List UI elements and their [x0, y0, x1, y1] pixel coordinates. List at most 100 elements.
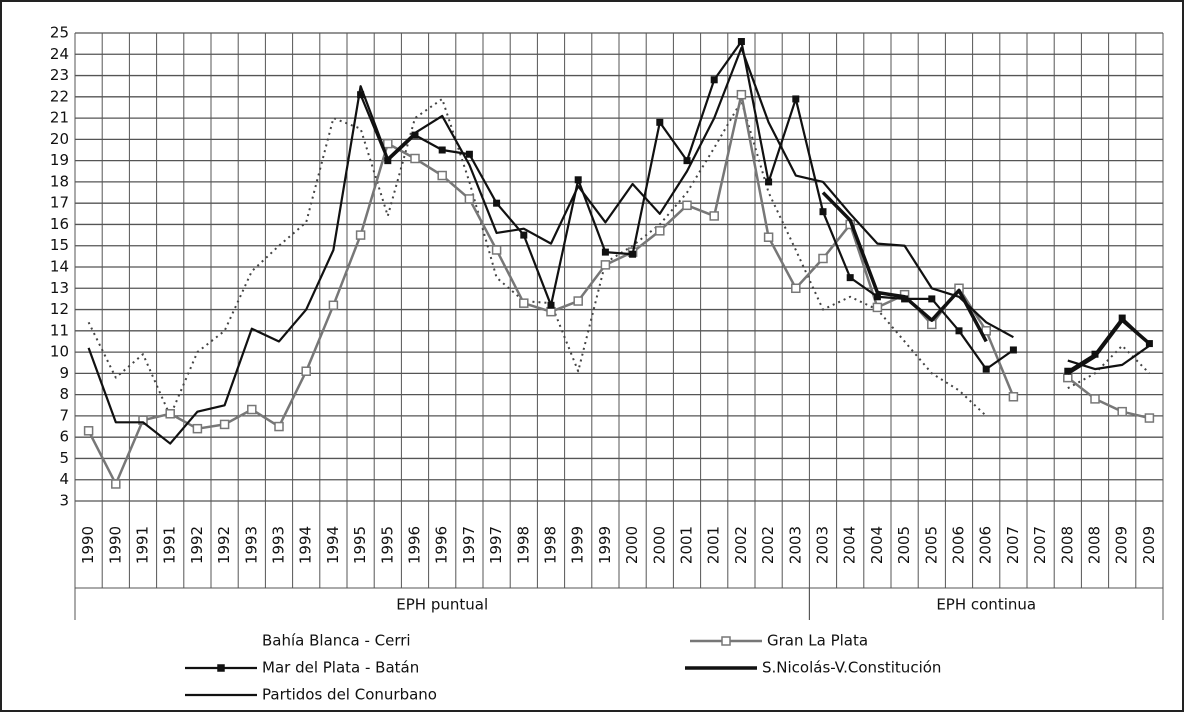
point-marker	[437, 170, 447, 181]
y-tick-label: 22	[50, 87, 69, 105]
y-tick-label: 16	[50, 215, 69, 233]
legend-label: Bahía Blanca - Cerri	[262, 632, 411, 650]
series-line	[87, 46, 1151, 445]
point-marker	[846, 274, 854, 282]
y-tick-label: 9	[59, 364, 69, 382]
x-tick-label: 2005	[895, 526, 913, 564]
y-tick-label: 21	[50, 109, 69, 127]
point-marker	[982, 365, 990, 373]
x-tick-label: 2000	[623, 526, 641, 564]
point-marker	[709, 211, 719, 221]
x-tick-label: 2005	[922, 526, 940, 564]
point-marker	[601, 248, 609, 256]
point-marker	[138, 415, 148, 425]
y-tick-label: 23	[50, 66, 69, 84]
x-tick-label: 2004	[868, 526, 886, 564]
point-marker	[465, 150, 473, 158]
x-tick-label: 1999	[596, 526, 614, 564]
point-marker	[1117, 406, 1127, 417]
point-marker	[710, 76, 718, 84]
point-marker	[955, 327, 963, 335]
x-tick-label: 2006	[950, 526, 968, 564]
point-marker	[682, 200, 692, 211]
point-marker	[819, 208, 827, 216]
x-tick-label: 2008	[1058, 526, 1076, 564]
point-marker	[873, 293, 881, 301]
point-marker	[1009, 346, 1017, 354]
point-marker	[165, 409, 175, 419]
y-tick-label: 18	[50, 172, 69, 190]
point-marker	[83, 426, 94, 436]
point-marker	[683, 157, 691, 165]
legend-marker	[721, 636, 731, 646]
y-tick-label: 7	[59, 406, 69, 424]
x-tick-label: 1995	[378, 526, 396, 564]
x-tick-label: 2001	[678, 526, 696, 564]
x-tick-label: 2003	[814, 526, 832, 564]
point-marker	[656, 118, 664, 126]
point-marker	[519, 298, 529, 308]
y-tick-label: 8	[59, 385, 69, 403]
point-marker	[383, 138, 393, 149]
x-tick-label: 2002	[732, 526, 750, 564]
point-marker	[328, 300, 339, 311]
y-tick-label: 6	[59, 428, 69, 446]
point-marker	[1008, 392, 1019, 402]
point-marker	[520, 231, 528, 239]
point-marker	[219, 419, 230, 430]
y-tick-label: 17	[50, 194, 69, 212]
y-tick-label: 25	[50, 24, 69, 42]
point-marker	[274, 421, 284, 432]
x-tick-label: 1994	[324, 526, 342, 564]
point-marker	[765, 178, 773, 186]
point-marker	[629, 250, 637, 258]
point-marker	[1144, 413, 1155, 423]
group-label: EPH puntual	[396, 596, 488, 614]
point-marker	[872, 302, 883, 313]
point-marker	[547, 301, 555, 309]
point-marker	[1090, 394, 1100, 404]
x-tick-label: 2009	[1140, 526, 1158, 564]
point-marker	[301, 366, 311, 376]
x-tick-label: 1992	[215, 526, 233, 564]
x-tick-label: 1997	[460, 526, 478, 564]
x-tick-label: 2001	[705, 526, 723, 564]
point-marker	[655, 226, 665, 236]
y-tick-label: 12	[50, 300, 69, 318]
point-marker	[247, 404, 257, 415]
x-tick-label: 2007	[1031, 526, 1049, 564]
x-tick-label: 1998	[514, 526, 532, 564]
point-marker	[791, 283, 801, 294]
x-tick-label: 2006	[977, 526, 995, 564]
legend-label: S.Nicolás-V.Constitución	[762, 659, 941, 677]
y-tick-label: 10	[50, 343, 69, 361]
point-marker	[736, 89, 747, 100]
x-tick-label: 1992	[188, 526, 206, 564]
series-line	[87, 97, 1151, 417]
group-label: EPH continua	[936, 596, 1036, 614]
legend-label: Gran La Plata	[767, 632, 868, 650]
x-tick-label: 1991	[134, 526, 152, 564]
x-tick-label: 1996	[406, 526, 424, 564]
y-tick-label: 14	[50, 258, 69, 276]
y-tick-label: 13	[50, 279, 69, 297]
x-tick-label: 1990	[79, 526, 97, 564]
point-marker	[493, 199, 501, 207]
x-tick-label: 2004	[841, 526, 859, 564]
x-tick-label: 2003	[786, 526, 804, 564]
point-marker	[763, 232, 774, 242]
x-tick-label: 1999	[569, 526, 587, 564]
x-tick-label: 2000	[650, 526, 668, 564]
point-marker	[438, 146, 446, 154]
y-tick-label: 24	[50, 45, 69, 63]
legend-label: Mar del Plata - Batán	[262, 659, 419, 677]
point-marker	[546, 306, 556, 317]
x-tick-label: 1994	[297, 526, 315, 564]
point-marker	[574, 176, 582, 184]
legend-marker	[217, 664, 225, 672]
point-marker	[491, 245, 502, 255]
x-tick-label: 1995	[351, 526, 369, 564]
x-tick-label: 1996	[433, 526, 451, 564]
